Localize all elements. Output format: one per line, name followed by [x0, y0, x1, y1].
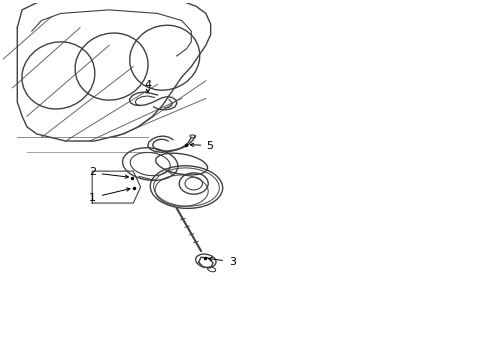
Text: 3: 3 — [228, 257, 235, 267]
Text: 4: 4 — [144, 80, 151, 90]
Text: 5: 5 — [206, 141, 213, 151]
Text: 1: 1 — [88, 193, 96, 203]
Text: 2: 2 — [88, 167, 96, 177]
